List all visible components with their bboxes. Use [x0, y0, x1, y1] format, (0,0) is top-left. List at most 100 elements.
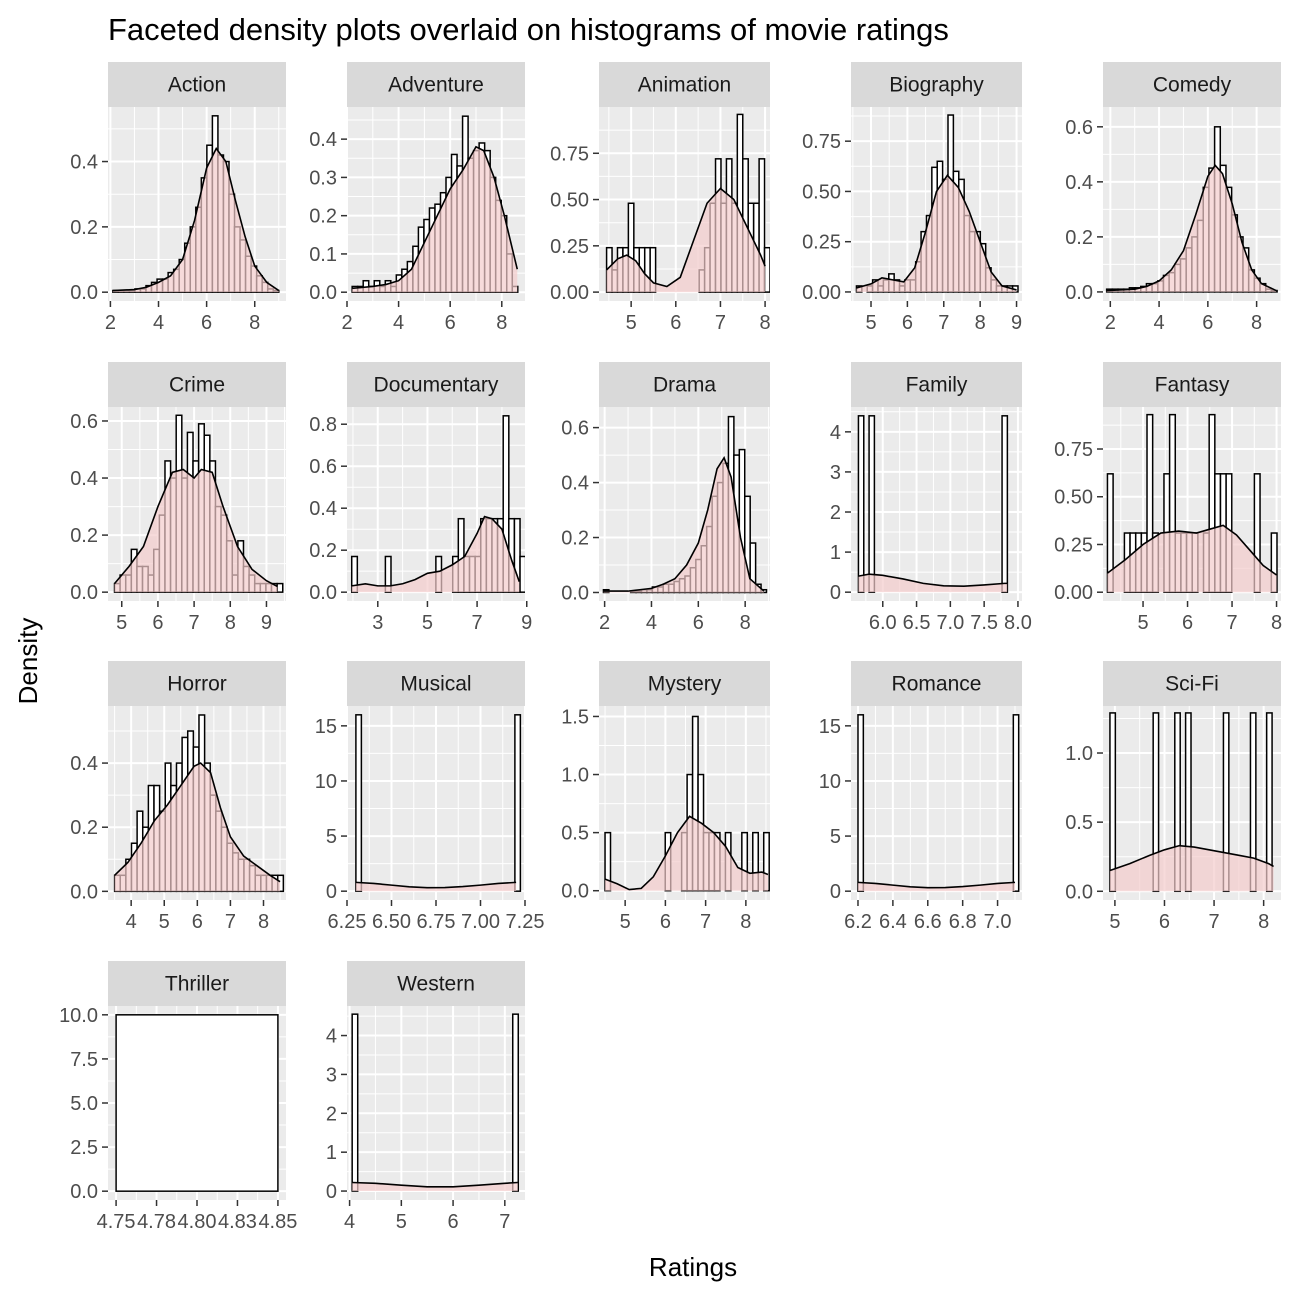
- density-line: [112, 146, 280, 292]
- histogram-bar: [276, 582, 284, 593]
- x-tick-label: 5: [159, 911, 170, 933]
- y-tick-label: 0.2: [70, 525, 98, 547]
- y-tick-label: 0.0: [70, 582, 98, 604]
- x-tick-label: 4: [126, 911, 137, 933]
- facet-label: Family: [906, 374, 968, 397]
- x-tick-label: 6.8: [949, 911, 977, 933]
- y-tick-label: 4: [830, 422, 841, 444]
- y-axis-title: Density: [13, 618, 43, 705]
- facet-label: Mystery: [648, 673, 722, 696]
- facet-panel: Biography 0.00 0.25 0.50 0.75 5 6 7 8 9: [802, 62, 1022, 334]
- facet-strip: [347, 661, 525, 706]
- y-tick-label: 0.4: [309, 498, 337, 520]
- density-area: [858, 574, 1008, 593]
- y-tick-label: 0: [830, 582, 841, 604]
- histogram-bar: [1001, 415, 1009, 593]
- x-tick-label: 6: [670, 312, 681, 334]
- y-tick-label: 0.50: [802, 181, 841, 203]
- x-tick-label: 7: [225, 911, 236, 933]
- y-tick-label: 2: [326, 1103, 337, 1125]
- density-area: [1107, 525, 1277, 593]
- y-tick-label: 0.0: [70, 1181, 98, 1203]
- x-tick-label: 3: [372, 612, 383, 634]
- density-area: [351, 516, 520, 593]
- x-tick-label: 4.83: [218, 1211, 257, 1233]
- histogram-bar: [355, 714, 363, 892]
- y-tick-label: 0.0: [70, 881, 98, 903]
- x-tick-label: 5: [1137, 612, 1148, 634]
- x-tick-label: 8: [1251, 312, 1262, 334]
- y-tick-label: 0.75: [550, 143, 589, 165]
- panel-background: [851, 407, 1022, 601]
- y-tick-label: 0: [830, 881, 841, 903]
- y-tick-label: 0.50: [550, 190, 589, 212]
- y-tick-label: 0.0: [309, 282, 337, 304]
- histogram-bar: [763, 246, 770, 293]
- y-tick-label: 0.0: [561, 881, 589, 903]
- density-area: [605, 816, 768, 891]
- x-tick-label: 6.4: [879, 911, 907, 933]
- facet-strip: [108, 661, 286, 706]
- facet-strip: [108, 961, 286, 1006]
- y-tick-label: 0.5: [561, 823, 589, 845]
- x-tick-label: 8: [1258, 911, 1269, 933]
- x-tick-label: 4.75: [97, 1211, 136, 1233]
- histogram-bar: [857, 415, 865, 593]
- panel-marks: [857, 415, 1009, 593]
- x-tick-label: 8: [225, 612, 236, 634]
- facet-strip: [1103, 661, 1281, 706]
- x-tick-label: 7: [715, 312, 726, 334]
- facet-strip: [851, 62, 1022, 107]
- y-tick-label: 10: [315, 771, 337, 793]
- x-tick-label: 6: [1182, 612, 1193, 634]
- x-tick-label: 8: [740, 612, 751, 634]
- x-tick-label: 4.80: [178, 1211, 217, 1233]
- x-tick-label: 5: [626, 312, 637, 334]
- facet-label: Comedy: [1153, 74, 1232, 97]
- y-tick-label: 3: [830, 462, 841, 484]
- density-line: [113, 468, 278, 588]
- facet-label: Fantasy: [1155, 374, 1230, 397]
- x-tick-label: 6.25: [328, 911, 367, 933]
- facet-panel: Action 0.0 0.2 0.4 2 4 6 8: [70, 62, 286, 334]
- histogram-bar: [115, 1014, 279, 1192]
- density-area: [352, 146, 518, 293]
- x-tick-label: 8: [249, 312, 260, 334]
- panel-marks: [112, 115, 280, 293]
- facet-panel: Documentary 0.0 0.2 0.4 0.6 0.8 3 5 7 9: [309, 362, 532, 634]
- y-tick-label: 0.0: [309, 582, 337, 604]
- facet-panel: Fantasy 0.00 0.25 0.50 0.75 5 6 7 8: [1054, 362, 1282, 634]
- facet-label: Documentary: [374, 374, 499, 397]
- facet-panel: Family 0 1 2 3 4 6.0 6.5 7.0 7.5 8.0: [830, 362, 1032, 634]
- panel-background: [347, 1006, 525, 1200]
- facet-panel: Crime 0.0 0.2 0.4 0.6 5 6 7 8 9: [70, 362, 286, 634]
- panel-marks: [115, 1014, 279, 1192]
- x-tick-label: 6.2: [844, 911, 872, 933]
- y-tick-label: 0: [326, 881, 337, 903]
- facet-label: Biography: [889, 74, 984, 97]
- density-area: [114, 763, 281, 892]
- y-tick-label: 2: [830, 502, 841, 524]
- facet-panel: Musical 0 5 10 15 6.25 6.50 6.75 7.00 7.25: [315, 661, 544, 933]
- y-tick-label: 0.4: [309, 129, 337, 151]
- y-tick-label: 0.6: [70, 411, 98, 433]
- facet-panel: Horror 0.0 0.2 0.4 4 5 6 7 8: [70, 661, 286, 933]
- x-tick-label: 4: [153, 312, 164, 334]
- y-tick-label: 2.5: [70, 1137, 98, 1159]
- y-tick-label: 0.00: [802, 282, 841, 304]
- y-tick-label: 10.0: [59, 1005, 98, 1027]
- facet-panel: Western 0 1 2 3 4 4 5 6 7: [326, 961, 525, 1233]
- y-tick-label: 0.25: [1054, 534, 1093, 556]
- x-tick-label: 7.0: [984, 911, 1012, 933]
- y-tick-label: 0: [326, 1181, 337, 1203]
- y-tick-label: 0.00: [1054, 582, 1093, 604]
- facet-label: Western: [397, 973, 475, 996]
- x-tick-label: 6: [445, 312, 456, 334]
- x-tick-label: 2: [599, 612, 610, 634]
- x-tick-label: 7: [938, 312, 949, 334]
- histogram-bar: [519, 555, 525, 593]
- panel-marks: [113, 714, 285, 893]
- facet-panel: Comedy 0.0 0.2 0.4 0.6 2 4 6 8: [1065, 62, 1281, 334]
- facet-strip: [347, 62, 525, 107]
